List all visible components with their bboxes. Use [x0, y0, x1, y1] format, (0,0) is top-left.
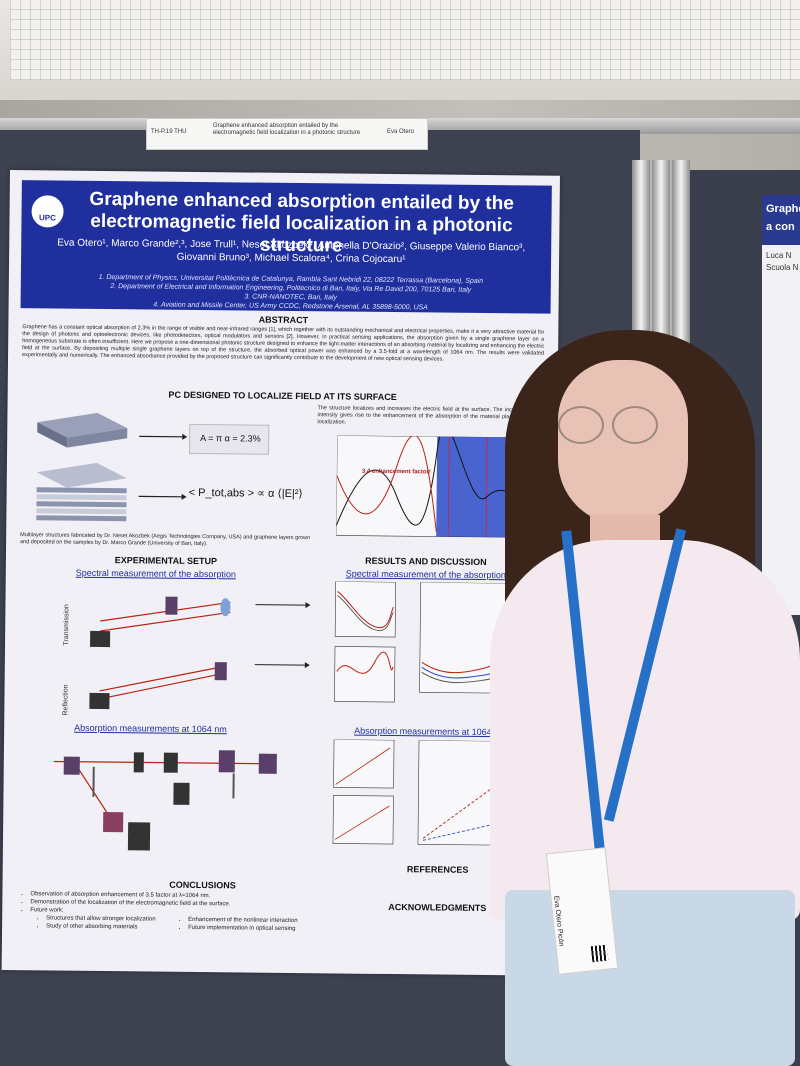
upc-logo: UPC	[31, 195, 64, 228]
transmission-label: Transmission	[63, 604, 71, 646]
neighbor-poster-header: Graphe a con	[762, 195, 800, 245]
absorption-1064-heading: Absorption measurements at 1064 nm	[74, 722, 227, 735]
spectral-setup-diagram	[89, 596, 231, 710]
neighbor-poster: Graphe a con Luca N Scuola N	[762, 195, 800, 615]
poster-header: UPC Graphene enhanced absorption entaile…	[20, 180, 552, 314]
graphene-layer-shape	[37, 412, 128, 438]
jeans	[505, 890, 795, 1066]
field-distribution-plot	[336, 435, 548, 538]
multilayer-diagram	[36, 412, 128, 522]
absorption-setup-diagram	[53, 750, 277, 851]
results-spectral-heading: Spectral measurement of the absorption	[345, 568, 506, 581]
field-curve-reference	[336, 435, 437, 532]
name-badge: Eva Otero Picón	[545, 847, 619, 975]
future-work-list: Enhancement of the nonlinear interaction…	[178, 916, 318, 933]
neighbor-poster-title: Graphe	[766, 203, 800, 215]
qr-code-icon	[590, 944, 609, 963]
future-work-list: Structures that allow stronger localizat…	[36, 914, 176, 931]
scientific-poster: UPC Graphene enhanced absorption entaile…	[1, 170, 560, 976]
reflection-label: Reflection	[62, 684, 70, 716]
ceiling	[0, 0, 800, 115]
glasses	[612, 406, 658, 444]
experimental-setup-heading: EXPERIMENTAL SETUP	[114, 555, 218, 567]
arrows	[138, 433, 188, 500]
absorption-formula-box: A = π α = 2.3%	[189, 423, 270, 455]
future-item: Study of other absorbing materials	[46, 922, 176, 931]
glasses	[558, 406, 604, 444]
poster-id-tag: TH-P.19 THU Graphene enhanced absorption…	[146, 118, 428, 150]
mirror-shape	[220, 598, 231, 617]
field-curve	[336, 435, 547, 526]
sample-shape	[214, 662, 227, 681]
poster-tag-author: Eva Otero	[387, 129, 415, 135]
conclusions-heading: CONCLUSIONS	[169, 879, 236, 891]
poster-authors: Eva Otero¹, Marco Grande²,³, Jose Trull¹…	[57, 237, 526, 266]
substrate-front	[67, 428, 128, 448]
neighbor-poster-author: Scuola N	[766, 263, 799, 272]
future-item: Future implementation in optical sensing	[188, 924, 318, 933]
setup-arrows	[254, 602, 311, 669]
field-formula: < P_tot,abs > ∝ α ⟨|E|²⟩	[188, 486, 303, 501]
spectral-heading: Spectral measurement of the absorption	[75, 567, 236, 580]
poster-tag-title: Graphene enhanced absorption entailed by…	[213, 123, 361, 136]
presenter: Eva Otero Picón	[490, 330, 800, 1066]
conclusions-list: Observation of absorption enhancement of…	[20, 890, 320, 917]
enhancement-annotation: 3.4 enhancement factor!	[361, 468, 431, 476]
neighbor-poster-author: Luca N	[766, 251, 792, 260]
spectrograph-shape	[90, 630, 111, 648]
sample-shape	[165, 596, 178, 615]
poster-affiliations: 1. Department of Physics, Universitat Po…	[51, 272, 531, 313]
pc-heading: PC DESIGNED TO LOCALIZE FIELD AT ITS SUR…	[168, 389, 397, 403]
photonic-stack	[36, 462, 127, 522]
ceiling-light-panel	[10, 0, 800, 80]
poster-code: TH-P.19 THU	[151, 129, 187, 135]
results-1064-heading: Absorption measurements at 1064 nm	[354, 725, 507, 738]
multilayer-caption: Multilayer structures fabricated by Dr. …	[20, 532, 311, 548]
spectrograph-shape	[89, 692, 110, 710]
absorption-formula: A = π α = 2.3%	[200, 433, 261, 444]
badge-name: Eva Otero Picón	[552, 895, 565, 947]
abstract-text: Graphene has a constant optical absorpti…	[22, 324, 545, 363]
sweater	[490, 540, 800, 920]
substrate-side	[37, 422, 68, 448]
neighbor-poster-title: a con	[766, 221, 795, 233]
